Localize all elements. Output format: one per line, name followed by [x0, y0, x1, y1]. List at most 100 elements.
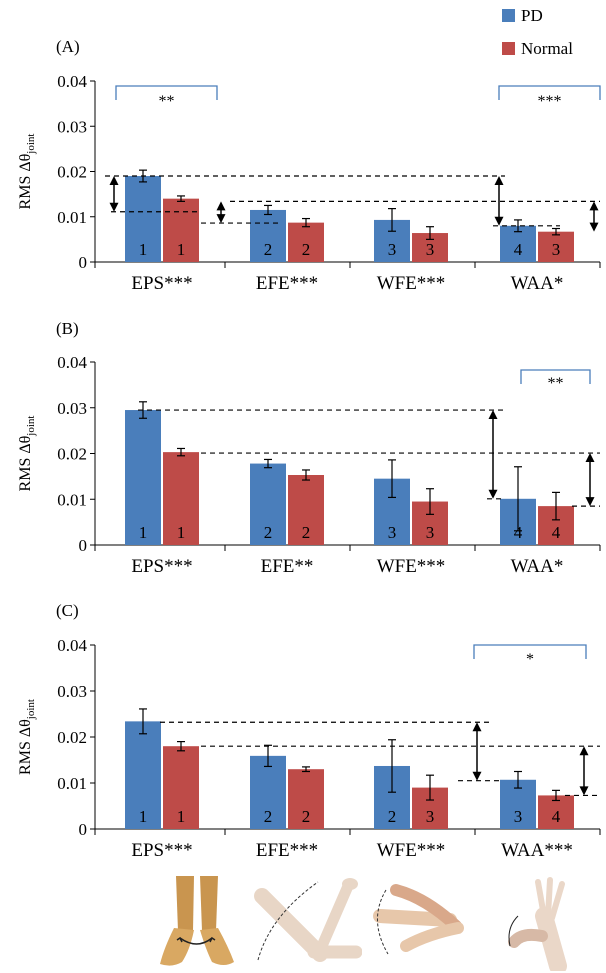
- bar: [163, 746, 199, 829]
- y-tick-label: 0.03: [57, 117, 87, 136]
- rank-label: 2: [302, 807, 311, 826]
- category-label: EPS***: [131, 273, 192, 294]
- y-tick-label: 0: [79, 536, 88, 555]
- bar: [538, 231, 574, 262]
- forearm-pronation-supination-photo: [160, 876, 234, 966]
- arrow-head: [488, 489, 498, 499]
- arrow-head: [589, 222, 599, 232]
- arrow-head: [472, 771, 482, 781]
- rank-label: 2: [302, 523, 311, 542]
- arrow-head: [109, 176, 119, 186]
- rank-label: 4: [514, 240, 523, 259]
- arrow-head: [579, 786, 589, 796]
- arrow-head: [579, 746, 589, 756]
- category-label: EFE***: [256, 840, 318, 861]
- y-tick-label: 0.02: [57, 445, 87, 464]
- bar: [163, 198, 199, 262]
- rank-label: 4: [552, 807, 561, 826]
- y-axis-label: RMS Δθjoint: [17, 699, 37, 775]
- category-label: EFE**: [261, 556, 314, 577]
- legend-swatch: [502, 9, 515, 22]
- rank-label: 1: [177, 240, 186, 259]
- bar: [125, 176, 161, 262]
- bar: [288, 475, 324, 545]
- significance-label: **: [548, 375, 564, 392]
- rank-label: 1: [139, 240, 148, 259]
- category-label: WAA*: [511, 556, 564, 577]
- rank-label: 1: [177, 523, 186, 542]
- arrow-head: [585, 497, 595, 507]
- legend-label: Normal: [521, 39, 573, 58]
- panel-label: (C): [56, 601, 79, 620]
- panel-label: (B): [56, 319, 79, 338]
- bar: [125, 721, 161, 829]
- legend-swatch: [502, 42, 515, 55]
- y-tick-label: 0.03: [57, 682, 87, 701]
- category-label: WAA***: [501, 840, 573, 861]
- rank-label: 1: [139, 807, 148, 826]
- arrow-head: [585, 453, 595, 463]
- wrist-flexion-extension-photo: [373, 884, 464, 955]
- arrow-head: [488, 410, 498, 420]
- elbow-flexion-extension-photo: [254, 878, 362, 962]
- bar: [250, 463, 286, 545]
- arrow-head: [494, 176, 504, 186]
- rank-label: 4: [514, 523, 523, 542]
- y-tick-label: 0.01: [57, 774, 87, 793]
- legend-label: PD: [521, 6, 543, 25]
- rank-label: 3: [514, 807, 523, 826]
- rank-label: 3: [388, 240, 397, 259]
- arrow-head: [589, 201, 599, 211]
- arrow-head: [472, 722, 482, 732]
- bar: [125, 410, 161, 545]
- category-label: EPS***: [131, 840, 192, 861]
- chart-panel: (B) 0 0.01 0.02 0.03 0.04 RMS Δθjoint 1 2 3 4 1 2 3 4 E…: [17, 319, 601, 577]
- significance-label: **: [159, 93, 175, 110]
- category-label: WFE***: [377, 840, 446, 861]
- y-tick-label: 0.02: [57, 163, 87, 182]
- y-axis-label: RMS Δθjoint: [17, 134, 37, 210]
- category-label: WFE***: [377, 556, 446, 577]
- y-tick-label: 0.04: [57, 636, 87, 655]
- legend: PD Normal: [502, 6, 573, 58]
- rank-label: 3: [388, 523, 397, 542]
- y-tick-label: 0.04: [57, 72, 87, 91]
- rank-label: 1: [177, 807, 186, 826]
- significance-bracket: [520, 369, 591, 384]
- y-tick-label: 0.01: [57, 490, 87, 509]
- arrow-head: [109, 202, 119, 212]
- bar: [163, 452, 199, 545]
- rank-label: 3: [426, 240, 435, 259]
- arrow-head: [216, 214, 226, 224]
- panel-label: (A): [56, 37, 80, 56]
- category-label: WFE***: [377, 273, 446, 294]
- y-tick-label: 0: [79, 820, 88, 839]
- category-label: EFE***: [256, 273, 318, 294]
- rank-label: 2: [264, 523, 273, 542]
- chart-panel: (C) 0 0.01 0.02 0.03 0.04 RMS Δθjoint 1 2 2 3 1 2 3 4 E…: [17, 601, 601, 861]
- rank-label: 2: [302, 240, 311, 259]
- bar: [288, 222, 324, 262]
- significance-label: ***: [538, 93, 562, 110]
- arrow-head: [216, 201, 226, 211]
- y-tick-label: 0.02: [57, 728, 87, 747]
- rank-label: 3: [426, 523, 435, 542]
- rank-label: 3: [426, 807, 435, 826]
- significance-label: *: [526, 651, 534, 668]
- rank-label: 2: [388, 807, 397, 826]
- rank-label: 4: [552, 523, 561, 542]
- rank-label: 1: [139, 523, 148, 542]
- significance-bracket: [115, 85, 218, 100]
- category-label: WAA*: [511, 273, 564, 294]
- rank-label: 2: [264, 807, 273, 826]
- wrist-abduction-adduction-photo: [508, 877, 567, 971]
- y-tick-label: 0: [79, 253, 88, 272]
- rank-label: 2: [264, 240, 273, 259]
- significance-bracket: [498, 85, 601, 100]
- y-tick-label: 0.03: [57, 399, 87, 418]
- chart-panels: (A) 0 0.01 0.02 0.03 0.04 RMS Δθjoint 1 2 3 4 1 2 3 3 E…: [17, 37, 601, 861]
- y-tick-label: 0.01: [57, 208, 87, 227]
- bar: [288, 769, 324, 829]
- y-axis-label: RMS Δθjoint: [17, 416, 37, 492]
